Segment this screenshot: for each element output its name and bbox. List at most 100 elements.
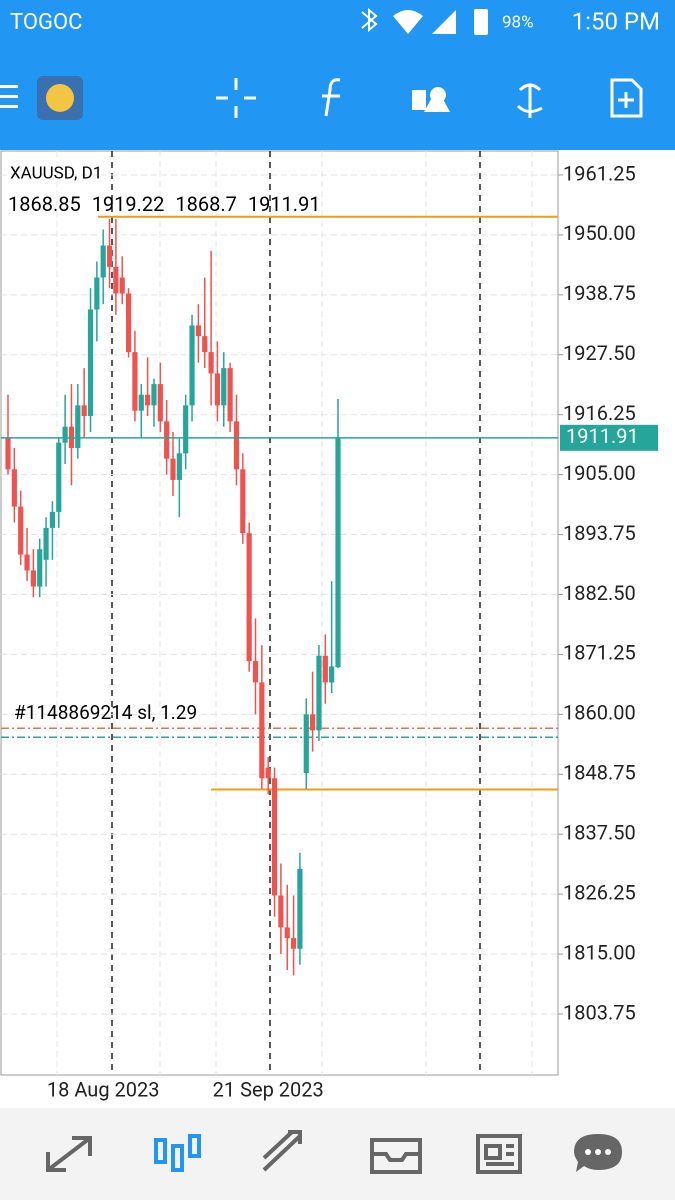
candle-body: [113, 266, 119, 294]
chart-tab[interactable]: [154, 1134, 201, 1172]
candle-body: [106, 245, 113, 267]
y-tick-label: 1905.00: [563, 461, 636, 485]
ohlc-high: 1919.22: [92, 192, 165, 216]
candle-body: [214, 373, 221, 406]
candle-body: [297, 868, 303, 949]
quotes-tab[interactable]: [46, 1136, 92, 1172]
candle-body: [87, 309, 94, 417]
bottom-nav-icons: [46, 1130, 622, 1174]
battery: 98%: [502, 12, 534, 32]
candle-body: [170, 458, 176, 480]
candle-body: [100, 245, 106, 278]
candle-body: [151, 384, 157, 406]
candle-body: [18, 506, 24, 555]
price-tag-label: 1911.91: [566, 424, 639, 448]
trade-tab[interactable]: [262, 1130, 302, 1172]
candle-body: [37, 549, 43, 587]
candle-body: [49, 511, 56, 528]
messages-tab[interactable]: [574, 1134, 622, 1172]
price-tag: [560, 424, 658, 451]
y-tick-label: 1938.75: [563, 281, 636, 305]
ohlc-open: 1868.85: [8, 192, 81, 216]
chart-frame: [0, 150, 559, 1076]
order-label: #1148869214 sl, 1.29: [14, 701, 197, 724]
y-tick-label: 1950.00: [563, 221, 636, 245]
toolbar: [216, 78, 643, 118]
candle-body: [56, 442, 62, 512]
y-tick-label: 1927.50: [563, 341, 636, 365]
candle-body: [183, 405, 189, 454]
candle-body: [24, 554, 30, 571]
y-tick-label: 1848.75: [563, 761, 636, 785]
new-order-button[interactable]: [610, 78, 643, 118]
candle-body: [145, 394, 151, 406]
clock: 1:50 PM: [572, 7, 660, 35]
candle-body: [30, 570, 36, 587]
y-tick-label: 1893.75: [563, 521, 636, 545]
candle-body: [94, 277, 100, 310]
candle-body: [176, 453, 182, 480]
objects-button[interactable]: [412, 87, 450, 112]
chart: #1148869214 sl, 1.29: [1, 151, 558, 1075]
status-icons: [361, 7, 488, 35]
x-tick-label: 21 Sep 2023: [213, 1077, 324, 1101]
candle-body: [132, 352, 138, 411]
y-tick-label: 1815.00: [563, 940, 636, 964]
candle-body: [278, 895, 284, 928]
candle-body: [221, 368, 227, 406]
y-tick-label: 1826.25: [563, 880, 636, 904]
y-tick-label: 1882.50: [563, 581, 636, 605]
candle-body: [240, 469, 246, 534]
candle-body: [303, 714, 309, 773]
candle-body: [271, 778, 278, 896]
candle-body: [119, 277, 125, 294]
candle-body: [195, 325, 201, 337]
symbol-label: XAUUSD, D1: [10, 163, 102, 183]
candle-body: [265, 767, 271, 779]
candle-body: [125, 293, 132, 353]
candle-body: [81, 405, 87, 417]
y-tick-label: 1803.75: [563, 1000, 636, 1024]
candle-body: [227, 368, 233, 422]
candle-body: [290, 938, 297, 949]
candle-body: [233, 421, 240, 470]
menu-button[interactable]: [0, 85, 18, 108]
candle-body: [246, 533, 252, 662]
x-tick-label: 18 Aug 2023: [47, 1077, 160, 1101]
history-tab[interactable]: [370, 1138, 422, 1174]
bottom-nav: [0, 1108, 675, 1200]
candle-body: [322, 655, 328, 683]
candle-body: [208, 352, 214, 374]
y-tick-label: 1961.25: [563, 161, 636, 185]
candle-body: [259, 682, 265, 779]
candle-body: [202, 336, 208, 353]
app-bar: [0, 0, 675, 150]
logo-coin: [46, 84, 74, 112]
candle-body: [310, 714, 316, 731]
candle-body: [164, 421, 170, 459]
candle-body: [138, 394, 144, 411]
indicators-button[interactable]: [322, 78, 341, 117]
candle-body: [335, 437, 341, 668]
candle-body: [316, 655, 322, 731]
candle-body: [284, 927, 290, 939]
candle-body: [329, 666, 335, 683]
carrier: TOGOC: [10, 10, 82, 35]
candle-body: [43, 527, 49, 560]
ohlc-header: 1868.85 1919.22 1868.7 1911.91: [8, 192, 321, 216]
y-tick-label: 1916.25: [563, 401, 636, 425]
ohlc-low: 1868.7: [175, 192, 236, 216]
candle-body: [11, 469, 17, 507]
y-tick-label: 1837.50: [563, 820, 636, 844]
candle-body: [75, 405, 81, 448]
candle-body: [5, 437, 11, 470]
candle-body: [157, 384, 163, 422]
y-tick-label: 1860.00: [563, 701, 636, 725]
crosshair-button[interactable]: [216, 78, 256, 118]
trade-button[interactable]: [516, 83, 543, 118]
candle-body: [62, 426, 68, 443]
news-tab[interactable]: [476, 1134, 522, 1174]
candle-body: [252, 661, 259, 683]
